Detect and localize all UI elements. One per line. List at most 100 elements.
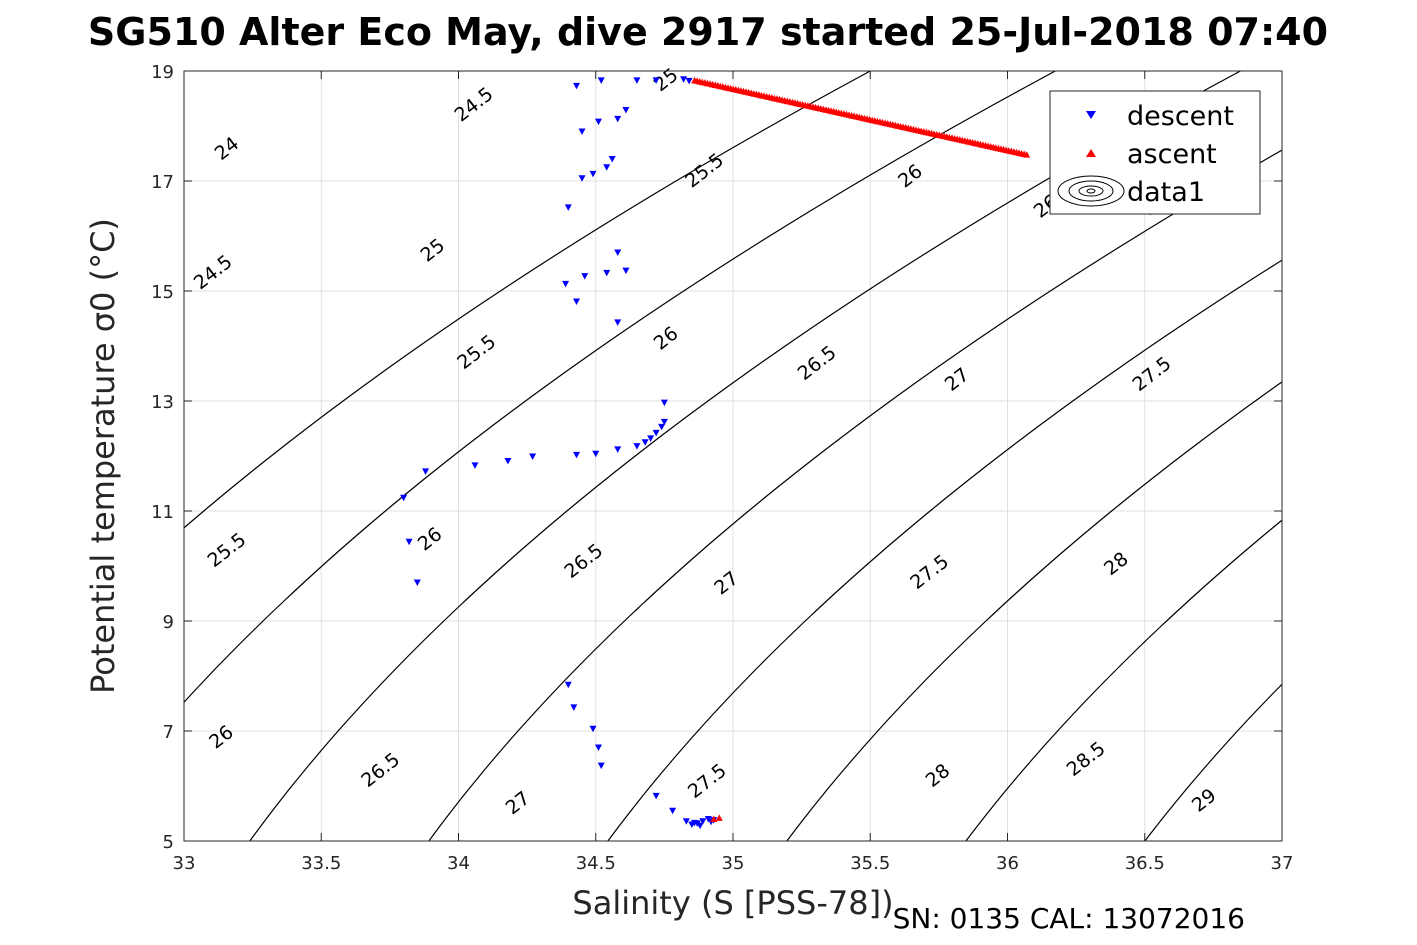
y-tick-label: 5 [163,832,174,853]
legend: descent ascent data1 [1049,90,1261,215]
descent-point [691,819,699,827]
descent-point [529,453,537,461]
descent-point [685,77,693,85]
contour-label: 29 [1188,784,1221,816]
x-tick-label: 36.5 [1125,853,1165,874]
isopycnal-27 [965,519,1282,841]
descent-point [622,267,630,275]
descent-point [614,115,622,123]
contour-label: 25 [417,234,450,266]
ascent-point [710,815,718,822]
chart-title: SG510 Alter Eco May, dive 2917 started 2… [88,10,1328,54]
contour-label: 28 [1100,548,1133,580]
descent-point [422,468,430,475]
ascent-point [715,814,723,821]
descent-point [658,423,666,431]
contour-label: 25.5 [204,529,251,572]
contour-label: 28 [922,760,955,792]
descent-point [614,319,622,326]
isopycnal-25 [249,71,1242,841]
contour-label: 24.5 [451,83,498,126]
descent-point [682,818,690,825]
descent-point [578,175,586,182]
contour-label: 27.5 [1129,353,1176,396]
descent-point [699,818,707,825]
descent-point [660,418,668,426]
isopycnal-26-5 [786,381,1282,841]
contour-label: 26.5 [357,749,404,792]
descent-point [573,451,581,459]
y-tick-label: 15 [151,282,174,303]
ascent-point [1023,151,1031,158]
descent-point [633,77,641,84]
descent-point [696,822,704,830]
descent-point [594,744,602,751]
contour-label: 28.5 [1063,738,1110,781]
descent-point [633,443,641,450]
contour-label: 26 [205,721,238,753]
x-tick-label: 34 [447,853,470,874]
contour-label: 27.5 [684,760,731,803]
descent-point [592,450,600,458]
legend-data1-label: data1 [1127,177,1205,208]
descent-points [400,76,718,830]
contour-label: 27.5 [906,551,953,594]
descent-point [652,792,660,800]
x-tick-label: 33 [173,853,196,874]
isopycnal-24 [184,71,872,529]
y-tick-label: 13 [151,392,174,413]
descent-point [581,273,589,280]
legend-ascent-label: ascent [1127,139,1217,170]
descent-point [573,82,581,90]
descent-point [589,170,597,178]
legend-ascent-marker [1086,149,1096,157]
descent-point [400,494,408,502]
isopycnal-28 [1303,49,1417,869]
descent-point [622,107,630,114]
descent-point [647,435,655,442]
descent-point [578,128,586,135]
descent-point [603,269,611,277]
x-tick-label: 37 [1271,853,1294,874]
x-tick-label: 35 [722,853,745,874]
y-tick-label: 17 [151,172,174,193]
descent-point [614,249,622,256]
descent-point [405,538,413,546]
y-tick-label: 11 [151,502,174,523]
y-axis-label: Potential temperature σ0 (°C) [84,218,122,694]
descent-point [413,579,421,586]
x-axis-ticks: 33 33.5 34 34.5 35 35.5 36 36.5 37 [173,71,1294,874]
descent-point [562,280,570,288]
descent-point [589,725,597,733]
descent-point [669,807,677,815]
descent-point [594,118,602,126]
contour-label: 26.5 [794,342,841,385]
x-axis-label: Salinity (S [PSS-78]) [572,884,893,922]
y-axis-ticks: 5 7 9 11 13 15 17 19 [151,62,1282,853]
isopycnal-26 [607,259,1282,841]
contour-label: 26 [650,322,683,354]
descent-point [471,462,479,469]
legend-data1-marker [1057,175,1125,207]
contour-label: 25.5 [681,149,728,192]
isopycnal-27-5 [1144,683,1282,841]
serial-calibration-note: SN: 0135 CAL: 13072016 [893,902,1245,935]
descent-point [614,446,622,453]
ascent-points [691,76,1031,822]
isopycnal-24-5 [184,71,1057,704]
descent-point [652,77,660,84]
descent-point [570,704,578,711]
descent-point [597,762,605,770]
contour-label: 26.5 [560,540,607,583]
x-tick-label: 36 [996,853,1019,874]
contour-label: 27 [502,787,535,819]
descent-point [573,298,581,305]
legend-descent-label: descent [1127,101,1234,132]
contour-label: 27 [941,364,974,396]
y-tick-label: 7 [163,722,174,743]
contour-label: 24 [211,133,244,165]
y-tick-label: 9 [163,612,174,633]
descent-point [641,439,649,446]
descent-point [564,681,572,689]
contour-label: 26 [414,523,447,555]
